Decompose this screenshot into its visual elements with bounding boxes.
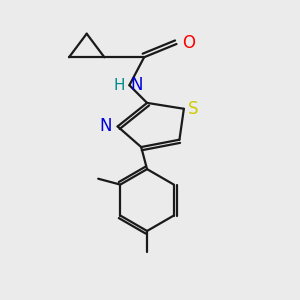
Text: N: N bbox=[99, 117, 112, 135]
Text: N: N bbox=[131, 76, 143, 94]
Text: H: H bbox=[113, 78, 125, 93]
Text: O: O bbox=[182, 34, 195, 52]
Text: S: S bbox=[188, 100, 199, 118]
